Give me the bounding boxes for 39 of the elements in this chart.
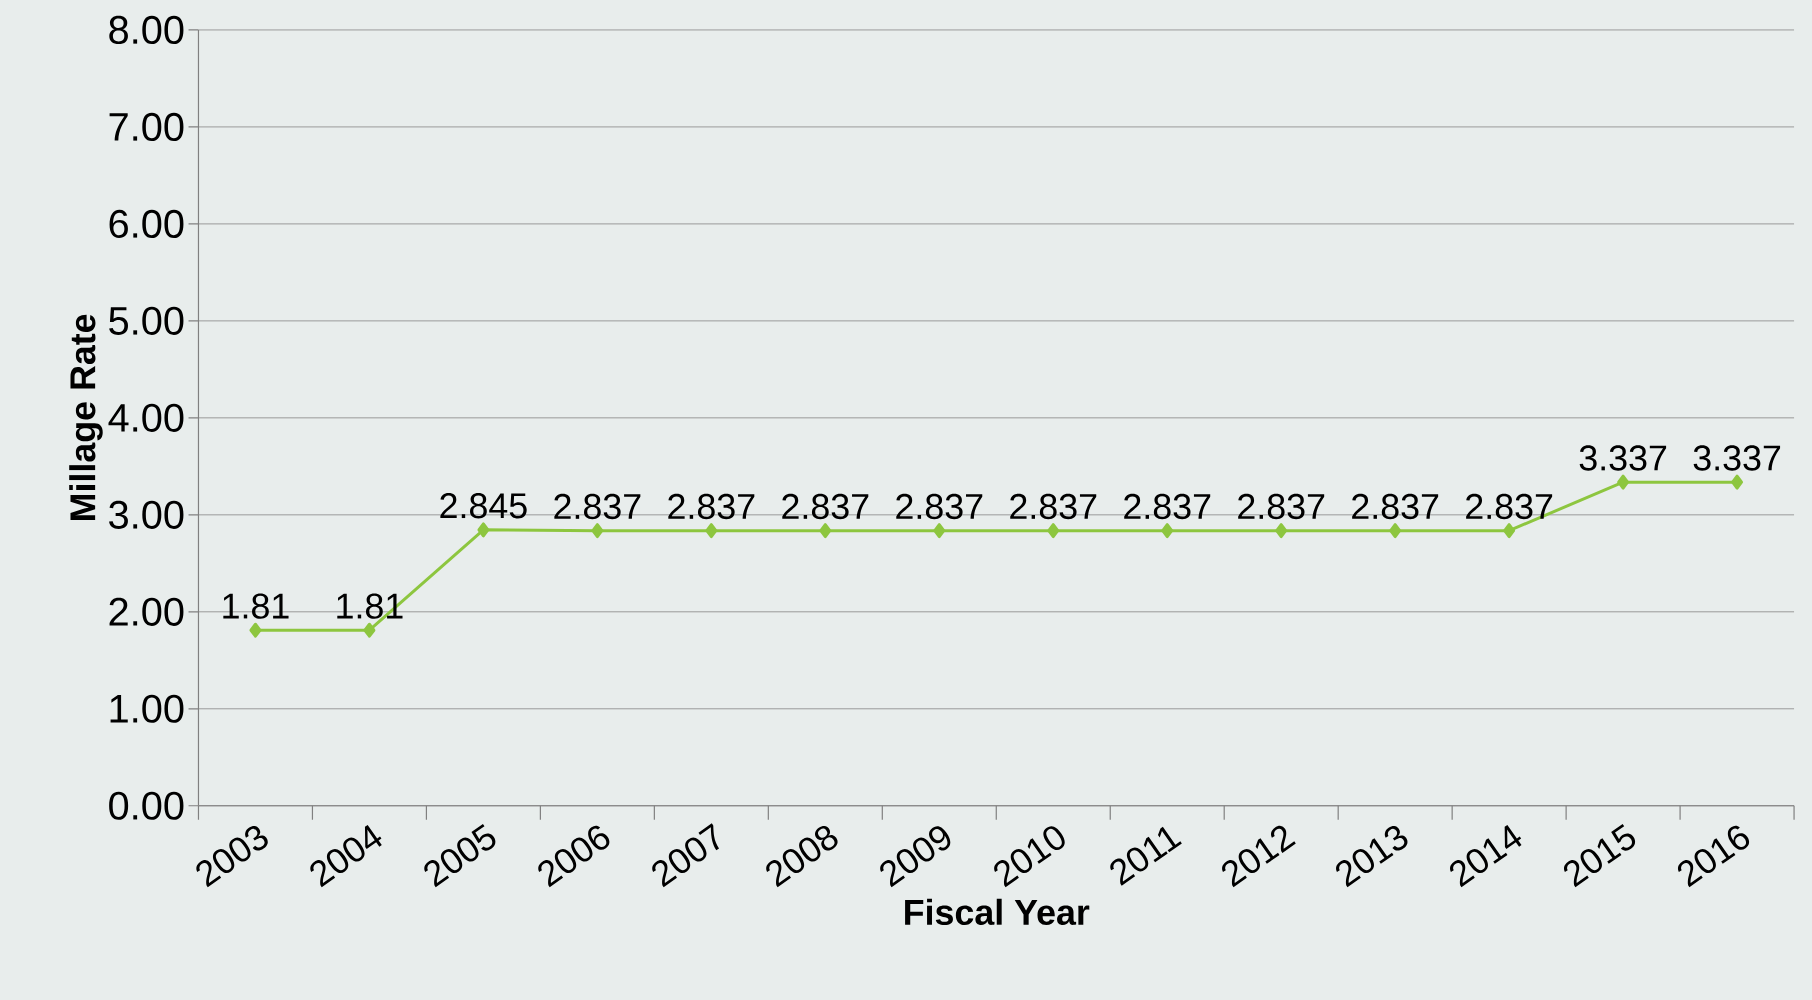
y-tick-label: 1.00 <box>110 694 184 723</box>
y-tick-label: 5.00 <box>109 306 184 335</box>
y-tick-label: 6.00 <box>109 209 184 238</box>
point <box>1275 522 1288 538</box>
y-tick-label: 0.00 <box>109 791 184 820</box>
data-label: 2.837 <box>1352 493 1439 519</box>
point <box>1617 474 1630 490</box>
data-label: 2.845 <box>440 492 527 519</box>
data-label: 3.337 <box>1579 445 1667 471</box>
data-label: 2.837 <box>1010 493 1097 519</box>
data-label: 2.837 <box>1466 493 1553 519</box>
x-axis-title: Fiscal Year <box>905 898 1090 925</box>
data-label: 3.337 <box>1693 445 1781 471</box>
y-tick-label: 2.00 <box>109 597 184 626</box>
y-axis-title: Millage Rate <box>69 314 103 520</box>
point <box>1047 522 1060 538</box>
point <box>1731 474 1744 490</box>
y-tick-label: 8.00 <box>109 15 184 44</box>
point <box>819 522 832 538</box>
y-tick-label: 3.00 <box>109 500 184 529</box>
point <box>1161 522 1174 538</box>
data-label: 1.81 <box>223 593 289 619</box>
point <box>1389 522 1402 538</box>
data-label: 2.837 <box>896 493 983 519</box>
point <box>477 522 490 538</box>
point <box>1503 522 1516 538</box>
data-label: 2.837 <box>1238 493 1325 519</box>
data-label: 2.837 <box>1124 493 1211 519</box>
point <box>249 622 262 638</box>
y-tick-label: 7.00 <box>109 112 184 141</box>
data-label: 2.837 <box>782 493 869 519</box>
x-tick-label: 2011 <box>1110 826 1182 886</box>
data-label: 2.837 <box>554 493 641 519</box>
point <box>933 522 946 538</box>
point <box>705 522 718 538</box>
point <box>363 622 376 638</box>
point <box>591 522 604 538</box>
y-tick-label: 4.00 <box>108 403 184 432</box>
data-label: 2.837 <box>668 493 755 519</box>
